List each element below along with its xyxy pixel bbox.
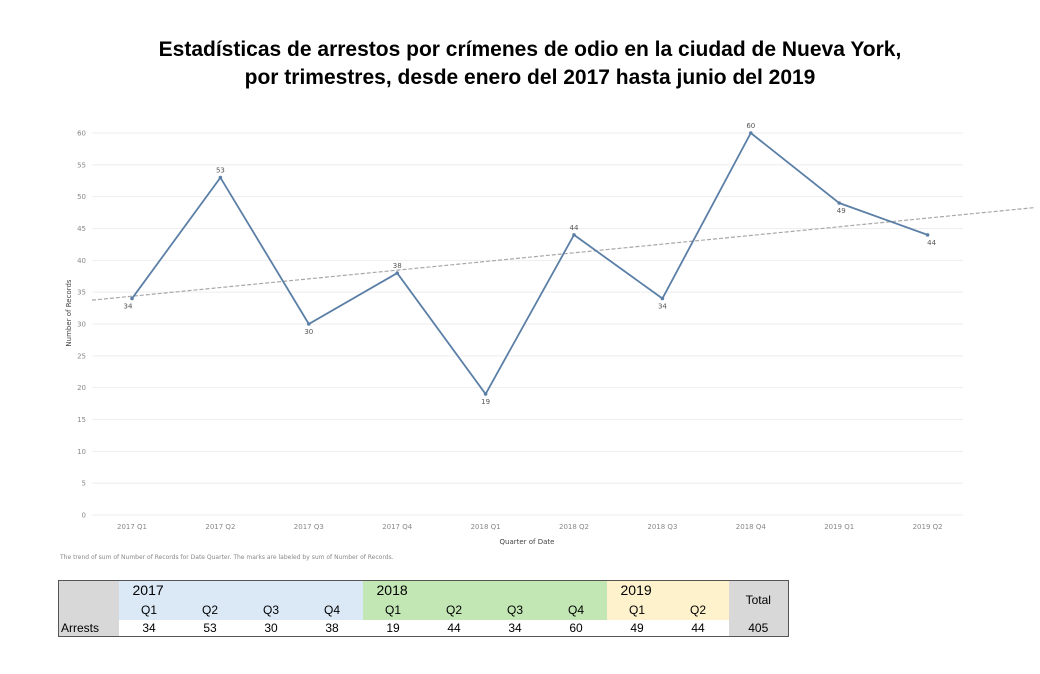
y-tick-label: 10 — [77, 448, 86, 456]
x-tick-label: 2017 Q1 — [117, 523, 147, 531]
table-cell: 44 — [447, 621, 461, 635]
data-label: 34 — [124, 303, 133, 311]
data-point — [130, 296, 134, 301]
x-tick-label: 2018 Q3 — [647, 523, 677, 531]
trend-line — [91, 206, 1036, 301]
x-tick-label: 2017 Q2 — [205, 523, 235, 531]
quarter-header: Q1 — [606, 600, 668, 620]
x-tick-label: 2019 Q1 — [824, 523, 854, 531]
data-point — [660, 296, 665, 301]
quarter-header: Q1 — [118, 600, 180, 620]
x-tick-label: 2018 Q2 — [559, 523, 589, 531]
row-label-arrests: Arrests — [58, 620, 119, 637]
x-axis-label: Quarter of Date — [500, 538, 555, 546]
data-point — [572, 233, 576, 237]
x-axis-ticks: 2017 Q1 2017 Q2 2017 Q3 2017 Q4 2018 Q1 2018 … — [117, 523, 943, 531]
x-tick-label: 2019 Q2 — [913, 523, 943, 531]
y-tick-label: 45 — [77, 225, 86, 233]
data-label: 44 — [570, 224, 579, 232]
data-point — [307, 322, 311, 326]
chart-title-line-1: Estadísticas de arrestos por crímenes de… — [158, 38, 902, 61]
x-tick-label: 2018 Q1 — [471, 523, 501, 531]
chart-title: Estadísticas de arrestos por crímenes de… — [0, 36, 1040, 92]
x-tick-label: 2018 Q4 — [736, 523, 767, 531]
gridlines — [92, 132, 963, 516]
year-header-2018: 2018 — [362, 580, 607, 600]
table-cell: 34 — [142, 621, 156, 635]
data-label: 49 — [837, 207, 846, 215]
data-point — [837, 201, 841, 205]
quarter-header: Q3 — [240, 600, 302, 620]
data-label: 44 — [927, 239, 936, 247]
data-label: 53 — [216, 167, 225, 175]
data-point — [395, 271, 400, 275]
y-tick-label: 25 — [77, 352, 86, 360]
table-cell: 60 — [569, 621, 583, 635]
y-axis-ticks: 0 5 10 15 20 25 30 35 40 45 50 55 60 — [77, 130, 86, 520]
quarter-header: Q4 — [545, 600, 607, 620]
quarter-header: Q2 — [423, 600, 485, 620]
quarter-header: Q3 — [484, 600, 546, 620]
table-cell: 34 — [508, 621, 522, 635]
series-line — [131, 131, 928, 396]
y-tick-label: 15 — [77, 416, 86, 424]
quarter-header: Q2 — [667, 600, 729, 620]
x-tick-label: 2017 Q4 — [382, 523, 413, 531]
data-label: 19 — [481, 398, 490, 406]
year-header-2017: 2017 — [118, 580, 363, 600]
table-cell: 53 — [203, 621, 217, 635]
chart-footnote: The trend of sum of Number of Records fo… — [60, 554, 394, 561]
y-tick-label: 0 — [82, 512, 86, 520]
x-tick-label: 2017 Q3 — [294, 523, 324, 531]
data-label: 34 — [658, 303, 667, 311]
corner-cell — [58, 580, 119, 620]
data-point — [749, 131, 753, 135]
y-tick-label: 35 — [77, 289, 86, 297]
data-label: 60 — [746, 122, 755, 130]
data-labels: 34 53 30 38 19 44 34 60 49 44 — [124, 122, 937, 406]
chart-title-line-2: por trimestres, desde enero del 2017 has… — [244, 66, 816, 89]
y-tick-label: 55 — [77, 161, 86, 169]
data-point — [483, 392, 488, 396]
total-value: 405 — [728, 620, 789, 637]
year-header-2019: 2019 — [606, 580, 729, 600]
data-point — [925, 233, 930, 237]
table-cell: 19 — [386, 621, 400, 635]
table-cell: 49 — [630, 621, 644, 635]
table-cell: 38 — [325, 621, 339, 635]
total-header: Total — [728, 580, 789, 620]
data-point — [218, 175, 223, 180]
quarter-header: Q2 — [179, 600, 241, 620]
y-tick-label: 30 — [77, 321, 86, 329]
y-tick-label: 60 — [77, 130, 86, 138]
y-axis-label: Number of Records — [65, 279, 73, 347]
y-tick-label: 20 — [77, 384, 86, 392]
table-cell: 30 — [264, 621, 278, 635]
quarter-header: Q4 — [301, 600, 363, 620]
y-tick-label: 40 — [77, 257, 86, 265]
data-label: 30 — [304, 328, 313, 336]
data-points — [130, 131, 930, 396]
y-tick-label: 50 — [77, 193, 86, 201]
table-cell: 44 — [691, 621, 705, 635]
data-label: 38 — [393, 262, 402, 270]
quarter-header: Q1 — [362, 600, 424, 620]
arrests-summary-table: 2017 2018 2019 Total Q1 Q2 Q3 Q4 Q1 Q2 Q… — [58, 580, 789, 637]
y-tick-label: 5 — [82, 480, 86, 488]
